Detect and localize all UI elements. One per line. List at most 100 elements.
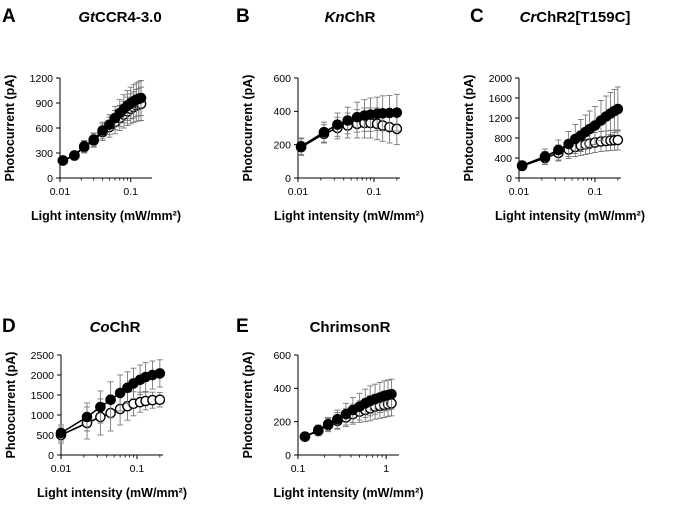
data-point bbox=[135, 92, 147, 104]
x-axis-label: Light intensity (mW/mm²) bbox=[37, 486, 187, 500]
panel-title: ChrimsonR bbox=[310, 319, 391, 336]
y-axis-label: Photocurrent (pA) bbox=[3, 75, 17, 182]
y-tick-label: 900 bbox=[35, 98, 53, 110]
y-tick-label: 2000 bbox=[489, 73, 513, 85]
panel-letter: B bbox=[236, 6, 250, 27]
panel-letter: A bbox=[2, 6, 16, 27]
data-point bbox=[154, 368, 166, 379]
data-point bbox=[114, 387, 126, 399]
y-axis-label: Photocurrent (pA) bbox=[241, 352, 255, 459]
y-tick-label: 600 bbox=[273, 73, 291, 85]
panel-title: CrChR2[T159C] bbox=[520, 9, 631, 26]
x-tick-label: 0.1 bbox=[367, 186, 382, 198]
panel-letter: E bbox=[236, 316, 249, 337]
data-point bbox=[154, 394, 166, 406]
panel-title: KnChR bbox=[325, 9, 376, 26]
y-tick-label: 1000 bbox=[31, 410, 55, 422]
series-filled bbox=[57, 80, 147, 166]
x-tick-label: 0.01 bbox=[50, 186, 71, 198]
data-point bbox=[322, 418, 334, 430]
x-tick-label: 0.1 bbox=[291, 463, 306, 475]
x-axis-label: Light intensity (mW/mm²) bbox=[495, 209, 645, 223]
x-tick-label: 0.1 bbox=[130, 463, 145, 475]
data-point bbox=[105, 394, 116, 406]
series-filled bbox=[299, 378, 397, 442]
data-point bbox=[553, 144, 564, 156]
x-tick-label: 0.01 bbox=[51, 463, 72, 475]
data-point bbox=[539, 151, 551, 162]
series-open bbox=[516, 129, 624, 172]
data-point bbox=[612, 103, 624, 115]
y-tick-label: 200 bbox=[273, 416, 291, 428]
panel-letter: C bbox=[470, 6, 484, 27]
data-point bbox=[299, 431, 311, 442]
data-point bbox=[97, 125, 108, 136]
y-tick-label: 300 bbox=[35, 148, 53, 160]
y-tick-label: 1200 bbox=[30, 73, 54, 85]
data-point bbox=[516, 160, 528, 171]
panel-title-italic: Cr bbox=[520, 9, 538, 26]
data-point bbox=[69, 150, 80, 161]
x-tick-label: 1 bbox=[383, 463, 389, 475]
y-tick-label: 400 bbox=[494, 153, 512, 165]
panel-title: CoChR bbox=[90, 319, 141, 336]
y-tick-label: 2000 bbox=[31, 370, 55, 382]
series-filled bbox=[516, 86, 624, 171]
y-tick-label: 0 bbox=[285, 173, 291, 185]
panel-title-italic: Gt bbox=[78, 9, 96, 26]
y-tick-label: 0 bbox=[285, 450, 291, 462]
y-tick-label: 500 bbox=[36, 430, 54, 442]
panel-title-text: ChR bbox=[345, 9, 376, 26]
y-tick-label: 200 bbox=[273, 139, 291, 151]
panel-e: E ChrimsonR 0 200 400 600 0.1 1 Light intensity … bbox=[236, 316, 424, 500]
panel-b: B KnChR 0 200 400 600 0.01 0.1 Light intensity (… bbox=[236, 6, 424, 223]
data-point bbox=[55, 427, 67, 439]
data-point bbox=[332, 119, 343, 130]
x-tick-label: 0.01 bbox=[288, 186, 309, 198]
y-axis-label: Photocurrent (pA) bbox=[4, 352, 18, 459]
data-point bbox=[391, 107, 403, 118]
y-tick-label: 600 bbox=[273, 350, 291, 362]
panel-c: C CrChR2[T159C] 0 400 800 1200 1600 2000 0.01 0.1… bbox=[462, 6, 645, 223]
panel-title: GtCCR4-3.0 bbox=[78, 9, 161, 26]
data-point bbox=[88, 134, 100, 145]
y-tick-label: 0 bbox=[48, 450, 54, 462]
panel-a: A GtCCR4-3.0 0 300 600 900 1200 0.01 0.1 Light in… bbox=[2, 6, 181, 223]
data-point bbox=[318, 126, 330, 138]
panel-title-text: ChR2[T159C] bbox=[536, 9, 630, 26]
y-tick-label: 1200 bbox=[489, 113, 513, 125]
panel-letter: D bbox=[2, 316, 16, 337]
x-axis-label: Light intensity (mW/mm²) bbox=[274, 486, 424, 500]
panel-d: D CoChR 0 500 1000 1500 2000 2500 0.01 0.1 Light i… bbox=[2, 316, 187, 500]
x-tick-label: 0.1 bbox=[588, 186, 603, 198]
data-point bbox=[342, 115, 353, 126]
y-axis-label: Photocurrent (pA) bbox=[241, 75, 255, 182]
panel-title-italic: Kn bbox=[325, 9, 345, 26]
data-point bbox=[386, 388, 397, 400]
y-tick-label: 1500 bbox=[31, 390, 55, 402]
x-axis-label: Light intensity (mW/mm²) bbox=[274, 209, 424, 223]
x-tick-label: 0.01 bbox=[509, 186, 530, 198]
y-tick-label: 2500 bbox=[31, 350, 55, 362]
y-tick-label: 600 bbox=[35, 123, 53, 135]
y-tick-label: 0 bbox=[506, 173, 512, 185]
y-tick-label: 400 bbox=[273, 383, 291, 395]
data-point bbox=[612, 134, 624, 146]
panel-title-text: ChrimsonR bbox=[310, 319, 391, 336]
data-point bbox=[81, 411, 93, 423]
series-filled bbox=[295, 93, 403, 156]
y-tick-label: 400 bbox=[273, 106, 291, 118]
x-axis-label: Light intensity (mW/mm²) bbox=[31, 209, 181, 223]
panel-title-text: ChR bbox=[110, 319, 141, 336]
y-tick-label: 0 bbox=[47, 173, 53, 185]
y-axis-label: Photocurrent (pA) bbox=[462, 75, 476, 182]
series-filled bbox=[55, 359, 166, 442]
panel-title-italic: Co bbox=[90, 319, 110, 336]
data-point bbox=[57, 155, 69, 166]
y-tick-label: 1600 bbox=[489, 93, 513, 105]
y-tick-label: 800 bbox=[494, 133, 512, 145]
data-point bbox=[332, 413, 343, 425]
data-point bbox=[104, 119, 115, 130]
panel-title-text: CCR4-3.0 bbox=[95, 9, 162, 26]
